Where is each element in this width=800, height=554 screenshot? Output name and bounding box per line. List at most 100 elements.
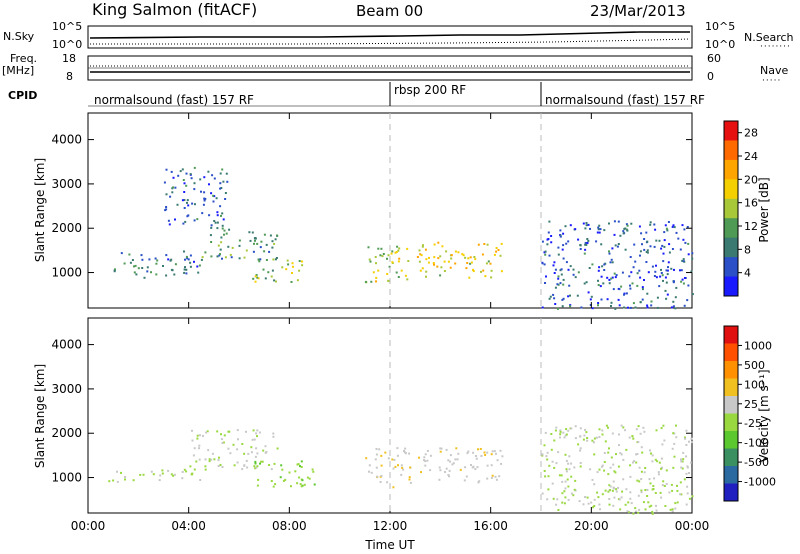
heatmap-cell [172, 176, 175, 179]
cpid-segment-3: normalsound (fast) 157 RF [545, 93, 705, 107]
heatmap-cell [585, 431, 588, 434]
heatmap-cell [586, 496, 589, 499]
heatmap-cell [290, 485, 292, 488]
heatmap-cell [370, 280, 373, 283]
heatmap-cell [275, 280, 277, 283]
heatmap-cell [597, 302, 600, 304]
heatmap-cell [368, 470, 370, 473]
heatmap-cell [203, 176, 206, 179]
heatmap-cell [620, 496, 623, 499]
heatmap-cell [629, 284, 631, 287]
heatmap-cell [626, 229, 629, 232]
heatmap-cell [646, 306, 649, 309]
axes: 1000 2000 3000 4000 1000 2000 3000 4000 00:00 04:… [51, 113, 709, 533]
heatmap-cell [437, 241, 440, 244]
heatmap-cell [152, 473, 155, 476]
heatmap-cell [618, 498, 621, 501]
power-colorbar-label: Power [dB] [757, 177, 771, 243]
heatmap-cell [559, 282, 562, 285]
heatmap-cell [221, 257, 223, 260]
heatmap-cell [570, 492, 573, 495]
heatmap-cell [294, 470, 297, 473]
heatmap-cell [653, 245, 656, 248]
heatmap-cell [671, 447, 674, 450]
heatmap-cell [186, 201, 188, 204]
heatmap-cell [140, 254, 143, 257]
colorbar-tick-label: -25 [744, 417, 762, 430]
heatmap-cell [613, 470, 616, 473]
heatmap-cell [268, 250, 271, 253]
heatmap-cell [369, 260, 372, 263]
heatmap-cell [641, 288, 644, 291]
heatmap-cell [556, 283, 559, 286]
heatmap-cell [557, 451, 560, 454]
heatmap-cell [189, 465, 192, 468]
heatmap-cell [686, 485, 689, 488]
heatmap-cell [674, 502, 677, 505]
heatmap-cell [146, 270, 149, 273]
heatmap-cell [562, 297, 565, 300]
heatmap-cell [565, 470, 568, 473]
heatmap-cell [261, 460, 264, 463]
heatmap-cell [134, 264, 137, 267]
heatmap-cell [544, 475, 547, 478]
heatmap-cell [568, 468, 571, 471]
heatmap-cell [626, 510, 629, 513]
heatmap-cell [163, 181, 166, 184]
heatmap-cell [201, 212, 204, 215]
heatmap-cell [196, 218, 199, 221]
colorbar-tick-label: 16 [744, 197, 758, 210]
heatmap-cell [291, 272, 293, 274]
heatmap-cell [596, 231, 599, 234]
heatmap-cell [685, 503, 688, 506]
heatmap-cell [248, 231, 251, 234]
heatmap-cell [257, 478, 260, 481]
heatmap-cell [567, 498, 570, 501]
heatmap-cell [662, 480, 665, 483]
heatmap-cell [193, 182, 196, 185]
heatmap-cell [202, 434, 204, 437]
heatmap-cell [375, 280, 377, 283]
heatmap-cell [637, 511, 640, 514]
heatmap-cell [584, 428, 587, 431]
heatmap-cell [462, 254, 465, 257]
heatmap-cell [271, 240, 274, 243]
heatmap-cell [424, 464, 427, 467]
heatmap-cell [611, 489, 614, 492]
heatmap-cell [634, 306, 637, 309]
heatmap-cell [251, 438, 254, 441]
heatmap-cell [365, 457, 368, 460]
heatmap-cell [637, 494, 640, 497]
heatmap-cell [270, 480, 273, 482]
heatmap-cell [191, 202, 194, 205]
heatmap-cell [185, 184, 188, 187]
heatmap-cell [183, 207, 186, 209]
heatmap-cell [165, 254, 168, 257]
heatmap-cell [653, 477, 656, 480]
heatmap-cell [174, 263, 177, 266]
heatmap-cell [673, 442, 676, 445]
heatmap-cell [547, 238, 550, 240]
heatmap-cell [204, 468, 207, 471]
heatmap-cell [237, 438, 239, 441]
heatmap-cell [543, 251, 546, 254]
heatmap-cell [605, 424, 608, 427]
heatmap-cell [143, 276, 146, 279]
heatmap-cell [595, 240, 598, 243]
heatmap-cell [386, 273, 389, 275]
heatmap-cell [687, 284, 690, 287]
heatmap-cell [128, 253, 131, 256]
heatmap-cell [187, 204, 190, 207]
heatmap-cell [650, 452, 652, 455]
heatmap-cell [299, 465, 301, 468]
heatmap-cell [479, 448, 482, 450]
colorbar-segment [724, 198, 738, 219]
heatmap-cell [601, 265, 604, 268]
heatmap-cell [690, 437, 693, 440]
heatmap-cell [651, 510, 654, 513]
heatmap-cell [211, 174, 214, 177]
heatmap-cell [593, 498, 596, 501]
heatmap-cell [306, 476, 309, 479]
heatmap-cell [167, 258, 170, 261]
heatmap-cell [380, 247, 383, 250]
